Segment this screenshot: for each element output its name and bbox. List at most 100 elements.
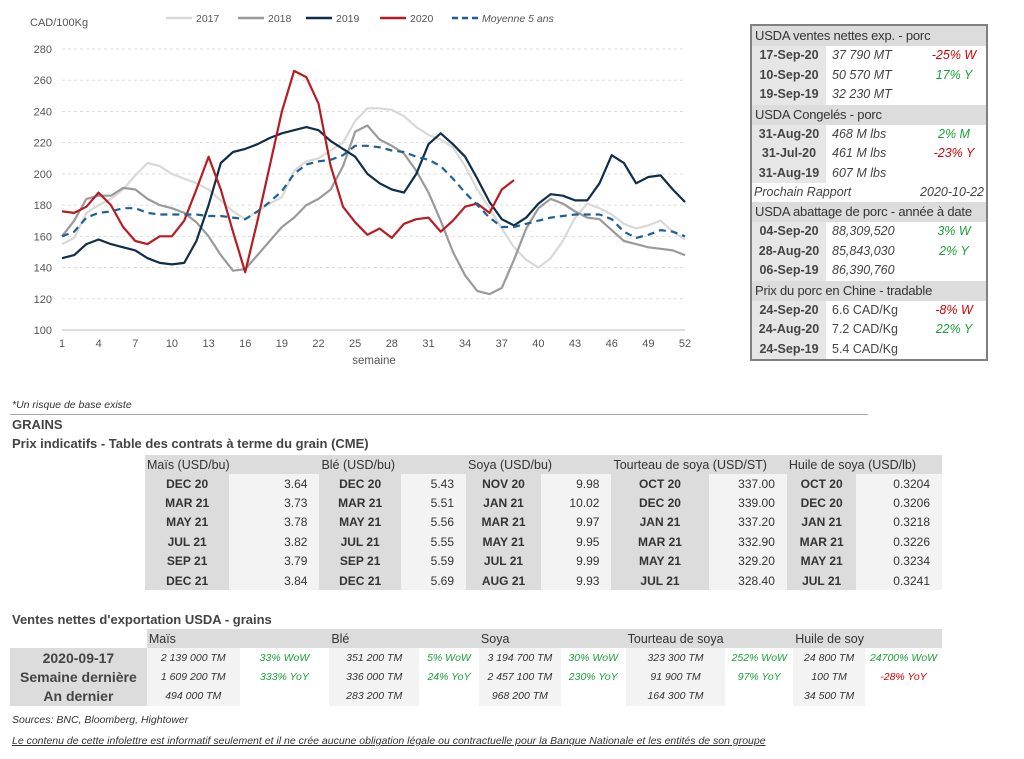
export-volume: 3 194 700 TM (478, 648, 561, 668)
export-change (865, 687, 942, 706)
contract-price: 337.20 (708, 512, 787, 533)
y-tick-label: 100 (34, 325, 52, 337)
y-tick-label: 260 (34, 75, 52, 87)
divider (10, 414, 868, 415)
contract-month: MAY 21 (786, 551, 857, 571)
contract-price: 5.43 (400, 474, 467, 494)
table-row: An dernier 494 000 TM 283 200 TM 968 200 TM… (10, 686, 942, 707)
export-volume: 323 300 TM (625, 648, 726, 668)
futures-title: Prix indicatifs - Table des contrats à t… (12, 436, 369, 451)
contract-month: JUL 21 (145, 532, 230, 552)
data-row: 31-Aug-19 607 M lbs (752, 163, 986, 183)
next-report-date: 2020-10-22 (920, 185, 984, 199)
disclaimer-link[interactable]: Le contenu de cette infolettre est infor… (12, 735, 766, 747)
x-axis-label: semaine (352, 355, 395, 367)
table-header: Maïs Blé Soya Tourteau de soya Huile de soy (10, 629, 942, 648)
row-date: 06-Sep-19 (752, 261, 826, 281)
y-tick-label: 120 (34, 294, 52, 306)
series-line-2017 (61, 107, 686, 269)
export-change: 5% WoW (427, 651, 471, 664)
export-change (419, 687, 479, 706)
contract-price: 9.93 (540, 570, 612, 591)
export-volume: 494 000 TM (146, 686, 240, 707)
export-volume: 2 139 000 TM (146, 648, 240, 668)
grains-heading: GRAINS (12, 417, 63, 432)
empty-header (10, 629, 147, 648)
contract-month: JAN 21 (786, 512, 857, 533)
legend-label: Moyenne 5 ans (482, 13, 555, 25)
contract-month: JUL 21 (611, 570, 709, 591)
row-date: 28-Aug-20 (752, 241, 826, 261)
row-date: 31-Aug-20 (752, 124, 826, 144)
contract-month: JUL 21 (319, 532, 401, 552)
row-date: 04-Sep-20 (752, 222, 826, 242)
contract-month: DEC 20 (786, 493, 857, 513)
legend-label: 2018 (268, 13, 292, 25)
row-value: 37 790 MT (832, 48, 892, 62)
table-row: MAY 21 3.78 MAY 21 5.56 MAR 21 9.97 JAN 21 337.… (145, 512, 942, 533)
row-date: 24-Sep-19 (752, 339, 826, 359)
table-row: DEC 20 3.64 DEC 20 5.43 NOV 20 9.98 OCT 20 337.… (145, 474, 942, 494)
exports-title: Ventes nettes d'exportation USDA - grain… (12, 612, 272, 627)
data-row: 24-Aug-20 7.2 CAD/Kg 22% Y (752, 320, 986, 340)
y-tick-label: 140 (34, 263, 52, 275)
contract-price: 0.3204 (856, 474, 942, 494)
export-change (561, 687, 626, 706)
y-axis-label: CAD/100Kg (30, 17, 88, 29)
contract-month: NOV 20 (466, 474, 541, 494)
contract-month: DEC 20 (611, 493, 709, 513)
export-change: 33% WoW (259, 651, 310, 664)
series-line-2020 (61, 69, 515, 274)
row-change (922, 261, 986, 281)
y-tick-label: 180 (34, 200, 52, 212)
export-change (240, 687, 330, 706)
export-volume: 351 200 TM (329, 648, 420, 668)
row-value: 5.4 CAD/Kg (832, 341, 899, 356)
row-label: 2020-09-17 (10, 648, 147, 668)
y-tick-label: 280 (34, 44, 52, 56)
contract-price: 9.97 (540, 512, 612, 533)
footnote: *Un risque de base existe (12, 399, 132, 411)
contract-price: 5.56 (400, 512, 467, 533)
table-row: MAR 21 3.73 MAR 21 5.51 JAN 21 10.02 DEC 20 339… (145, 493, 942, 513)
contract-month: JUL 21 (786, 570, 857, 591)
export-volume: 24 800 TM (793, 648, 866, 668)
export-change: 97% YoY (737, 671, 781, 684)
export-volume: 34 500 TM (793, 686, 866, 707)
row-value: 461 M lbs (832, 146, 887, 160)
contract-month: OCT 20 (786, 474, 857, 494)
contract-month: MAR 21 (319, 493, 401, 513)
row-value: 85,843,030 (832, 243, 895, 258)
export-change: 30% WoW (568, 651, 619, 664)
contract-price: 3.73 (229, 493, 320, 513)
contract-month: AUG 21 (466, 570, 541, 591)
sources: Sources: BNC, Bloomberg, Hightower (12, 714, 189, 726)
next-report-label: Prochain Rapport (754, 185, 852, 199)
row-label: An dernier (10, 686, 147, 707)
y-tick-label: 220 (34, 138, 52, 150)
export-change: 333% YoY (260, 671, 309, 684)
export-change (725, 687, 793, 706)
contract-price: 339.00 (708, 493, 787, 513)
export-volume: 91 900 TM (625, 667, 726, 687)
data-row: 28-Aug-20 85,843,030 2% Y (752, 241, 986, 261)
row-date: 24-Aug-20 (752, 320, 826, 340)
contract-price: 9.95 (540, 532, 612, 552)
row-value: 6.6 CAD/Kg (832, 302, 899, 317)
table-header: Maïs (USD/bu) Blé (USD/bu) Soya (USD/bu) To… (145, 455, 942, 474)
series-line-2018 (61, 124, 686, 296)
row-value: 88,309,520 (832, 224, 895, 238)
row-change: 17% Y (935, 67, 973, 82)
contract-month: MAY 21 (466, 532, 541, 552)
row-change: 2% M (938, 126, 970, 141)
row-change (922, 340, 986, 360)
x-tick-label: 13 (202, 338, 214, 350)
contract-month: JAN 21 (611, 512, 709, 533)
row-date: 31-Aug-19 (752, 163, 826, 183)
contract-price: 337.00 (708, 474, 787, 494)
row-value: 86,390,760 (832, 263, 895, 277)
x-tick-label: 25 (349, 338, 361, 350)
x-tick-label: 4 (96, 338, 102, 350)
x-tick-label: 10 (166, 338, 178, 350)
legend-label: 2020 (410, 13, 434, 25)
